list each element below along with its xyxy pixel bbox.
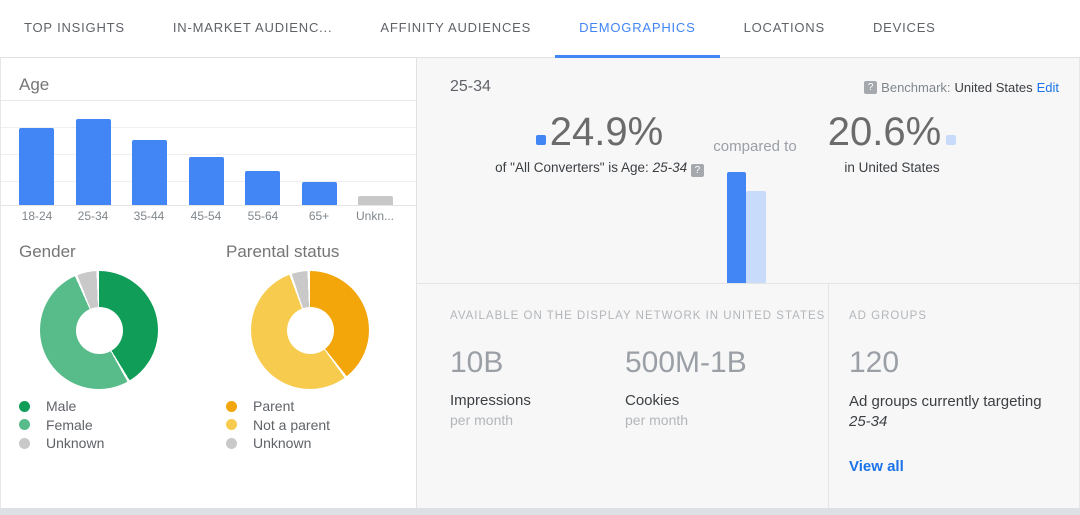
age-tick-65plus: 65+: [308, 209, 330, 223]
legend-item-parent: Parent: [226, 397, 330, 415]
tab-top-insights[interactable]: TOP INSIGHTS: [24, 20, 125, 35]
ad-groups-caption: Ad groups currently targeting 25-34: [849, 393, 1042, 430]
age-tick-unknown: Unkn...: [355, 209, 394, 223]
legend-item-female: Female: [19, 416, 104, 434]
primary-caption-segment: 25-34: [652, 160, 688, 175]
tab-affinity-audiences[interactable]: AFFINITY AUDIENCES: [380, 20, 532, 35]
tab-locations[interactable]: LOCATIONS: [743, 20, 825, 35]
male-swatch-icon: [19, 400, 30, 412]
age-bar-45-54[interactable]: [188, 157, 224, 205]
age-tick-55-64: 55-64: [247, 209, 279, 223]
legend-label-female: Female: [46, 416, 93, 433]
tab-in-market-audiences[interactable]: IN-MARKET AUDIENC...: [172, 20, 333, 35]
benchmark-label: Benchmark:: [881, 80, 951, 95]
primary-stat: 24.9% of "All Converters" is Age: 25-34 …: [492, 108, 707, 177]
page-bottom-scrollbar[interactable]: [0, 508, 1080, 515]
primary-series-marker-icon: [535, 135, 546, 145]
compare-bar-All Converters: [727, 172, 746, 283]
ad-groups-header: AD GROUPS: [849, 310, 928, 322]
benchmark-stat: 20.6% in United States: [817, 108, 967, 175]
display-network-section: AVAILABLE ON THE DISPLAY NETWORK IN UNIT…: [417, 284, 828, 508]
impressions-stat: 10B Impressions per month: [450, 346, 625, 428]
age-tick-18-24: 18-24: [21, 209, 53, 223]
segment-comparison-section: 25-34 ? Benchmark: United States Edit 24…: [417, 58, 1079, 284]
selected-segment-label: 25-34: [450, 78, 491, 95]
parent-swatch-icon: [226, 400, 237, 412]
demographics-charts-panel: Age 18-24 25-34 35-44 45-54 55-64 65+ Un…: [1, 58, 417, 508]
age-axis-labels: 18-24 25-34 35-44 45-54 55-64 65+ Unkn..…: [1, 209, 416, 227]
tab-demographics[interactable]: DEMOGRAPHICS: [555, 0, 720, 58]
tab-devices[interactable]: DEVICES: [872, 20, 936, 35]
benchmark-row: ? Benchmark: United States Edit: [864, 80, 1059, 95]
benchmark-help-icon[interactable]: ?: [864, 81, 878, 94]
age-bar-Unknown[interactable]: [358, 196, 393, 205]
legend-item-parental-unknown: Unknown: [226, 434, 330, 452]
benchmark-edit-link[interactable]: Edit: [1036, 80, 1059, 95]
cookies-stat: 500M-1B Cookies per month: [625, 346, 800, 428]
benchmark-series-marker-icon: [946, 135, 957, 145]
view-all-link[interactable]: View all: [849, 458, 904, 475]
age-bar-18-24[interactable]: [19, 128, 54, 205]
gridline: [1, 154, 416, 155]
age-tick-25-34: 25-34: [77, 209, 109, 223]
impressions-value: 10B: [450, 346, 504, 379]
legend-item-gender-unknown: Unknown: [19, 434, 104, 452]
demographics-content: Age 18-24 25-34 35-44 45-54 55-64 65+ Un…: [0, 58, 1080, 508]
gender-chart-title: Gender: [19, 242, 76, 261]
legend-label-not-a-parent: Not a parent: [253, 416, 331, 433]
legend-item-male: Male: [19, 397, 104, 415]
legend-label-parental-unknown: Unknown: [253, 435, 312, 451]
parental-chart-title: Parental status: [226, 242, 340, 261]
not-a-parent-swatch-icon: [226, 419, 237, 430]
compare-bar-United States: [746, 191, 766, 283]
legend-label-parent: Parent: [253, 398, 295, 414]
cookies-period: per month: [625, 412, 689, 428]
legend-label-male: Male: [46, 398, 77, 414]
primary-help-icon[interactable]: ?: [690, 164, 704, 177]
age-bar-35-44[interactable]: [132, 140, 167, 205]
age-tick-35-44: 35-44: [133, 209, 165, 223]
primary-percent: 24.9%: [492, 108, 707, 156]
ad-groups-caption-segment: 25-34: [849, 413, 888, 430]
compare-bars: [727, 172, 766, 283]
age-bar-25-34[interactable]: [75, 119, 111, 205]
cookies-value: 500M-1B: [625, 346, 747, 379]
unknown-swatch-icon: [19, 437, 30, 449]
age-chart-title: Age: [19, 75, 50, 94]
female-swatch-icon: [19, 419, 30, 430]
legend-item-not-a-parent: Not a parent: [226, 416, 330, 434]
benchmark-caption: in United States: [844, 160, 940, 175]
segment-stats-row: AVAILABLE ON THE DISPLAY NETWORK IN UNIT…: [417, 284, 1079, 508]
impressions-label: Impressions: [450, 392, 531, 409]
ad-groups-count: 120: [849, 346, 900, 379]
unknown-swatch-icon: [226, 437, 237, 449]
benchmark-percent: 20.6%: [817, 108, 967, 156]
display-network-header: AVAILABLE ON THE DISPLAY NETWORK IN UNIT…: [450, 310, 826, 322]
benchmark-value: United States: [954, 80, 1033, 95]
gender-legend: Male Female Unknown: [19, 397, 104, 453]
parental-donut[interactable]: [251, 271, 369, 389]
compared-to-label: compared to: [713, 138, 797, 155]
gender-donut[interactable]: [40, 271, 158, 389]
gridline: [1, 127, 416, 128]
ad-groups-section: AD GROUPS 120 Ad groups currently target…: [828, 284, 1079, 508]
legend-label-gender-unknown: Unknown: [46, 435, 105, 451]
primary-caption: of "All Converters" is Age: 25-34 ?: [492, 160, 707, 177]
age-tick-45-54: 45-54: [190, 209, 222, 223]
parental-legend: Parent Not a parent Unknown: [226, 397, 330, 453]
age-bar-55-64[interactable]: [245, 171, 280, 205]
segment-detail-panel: 25-34 ? Benchmark: United States Edit 24…: [417, 58, 1079, 508]
tab-bar: TOP INSIGHTS IN-MARKET AUDIENC... AFFINI…: [0, 0, 1080, 58]
age-bar-65+[interactable]: [301, 182, 337, 205]
cookies-label: Cookies: [625, 392, 680, 409]
impressions-period: per month: [450, 412, 514, 428]
age-bar-chart: [1, 100, 416, 206]
